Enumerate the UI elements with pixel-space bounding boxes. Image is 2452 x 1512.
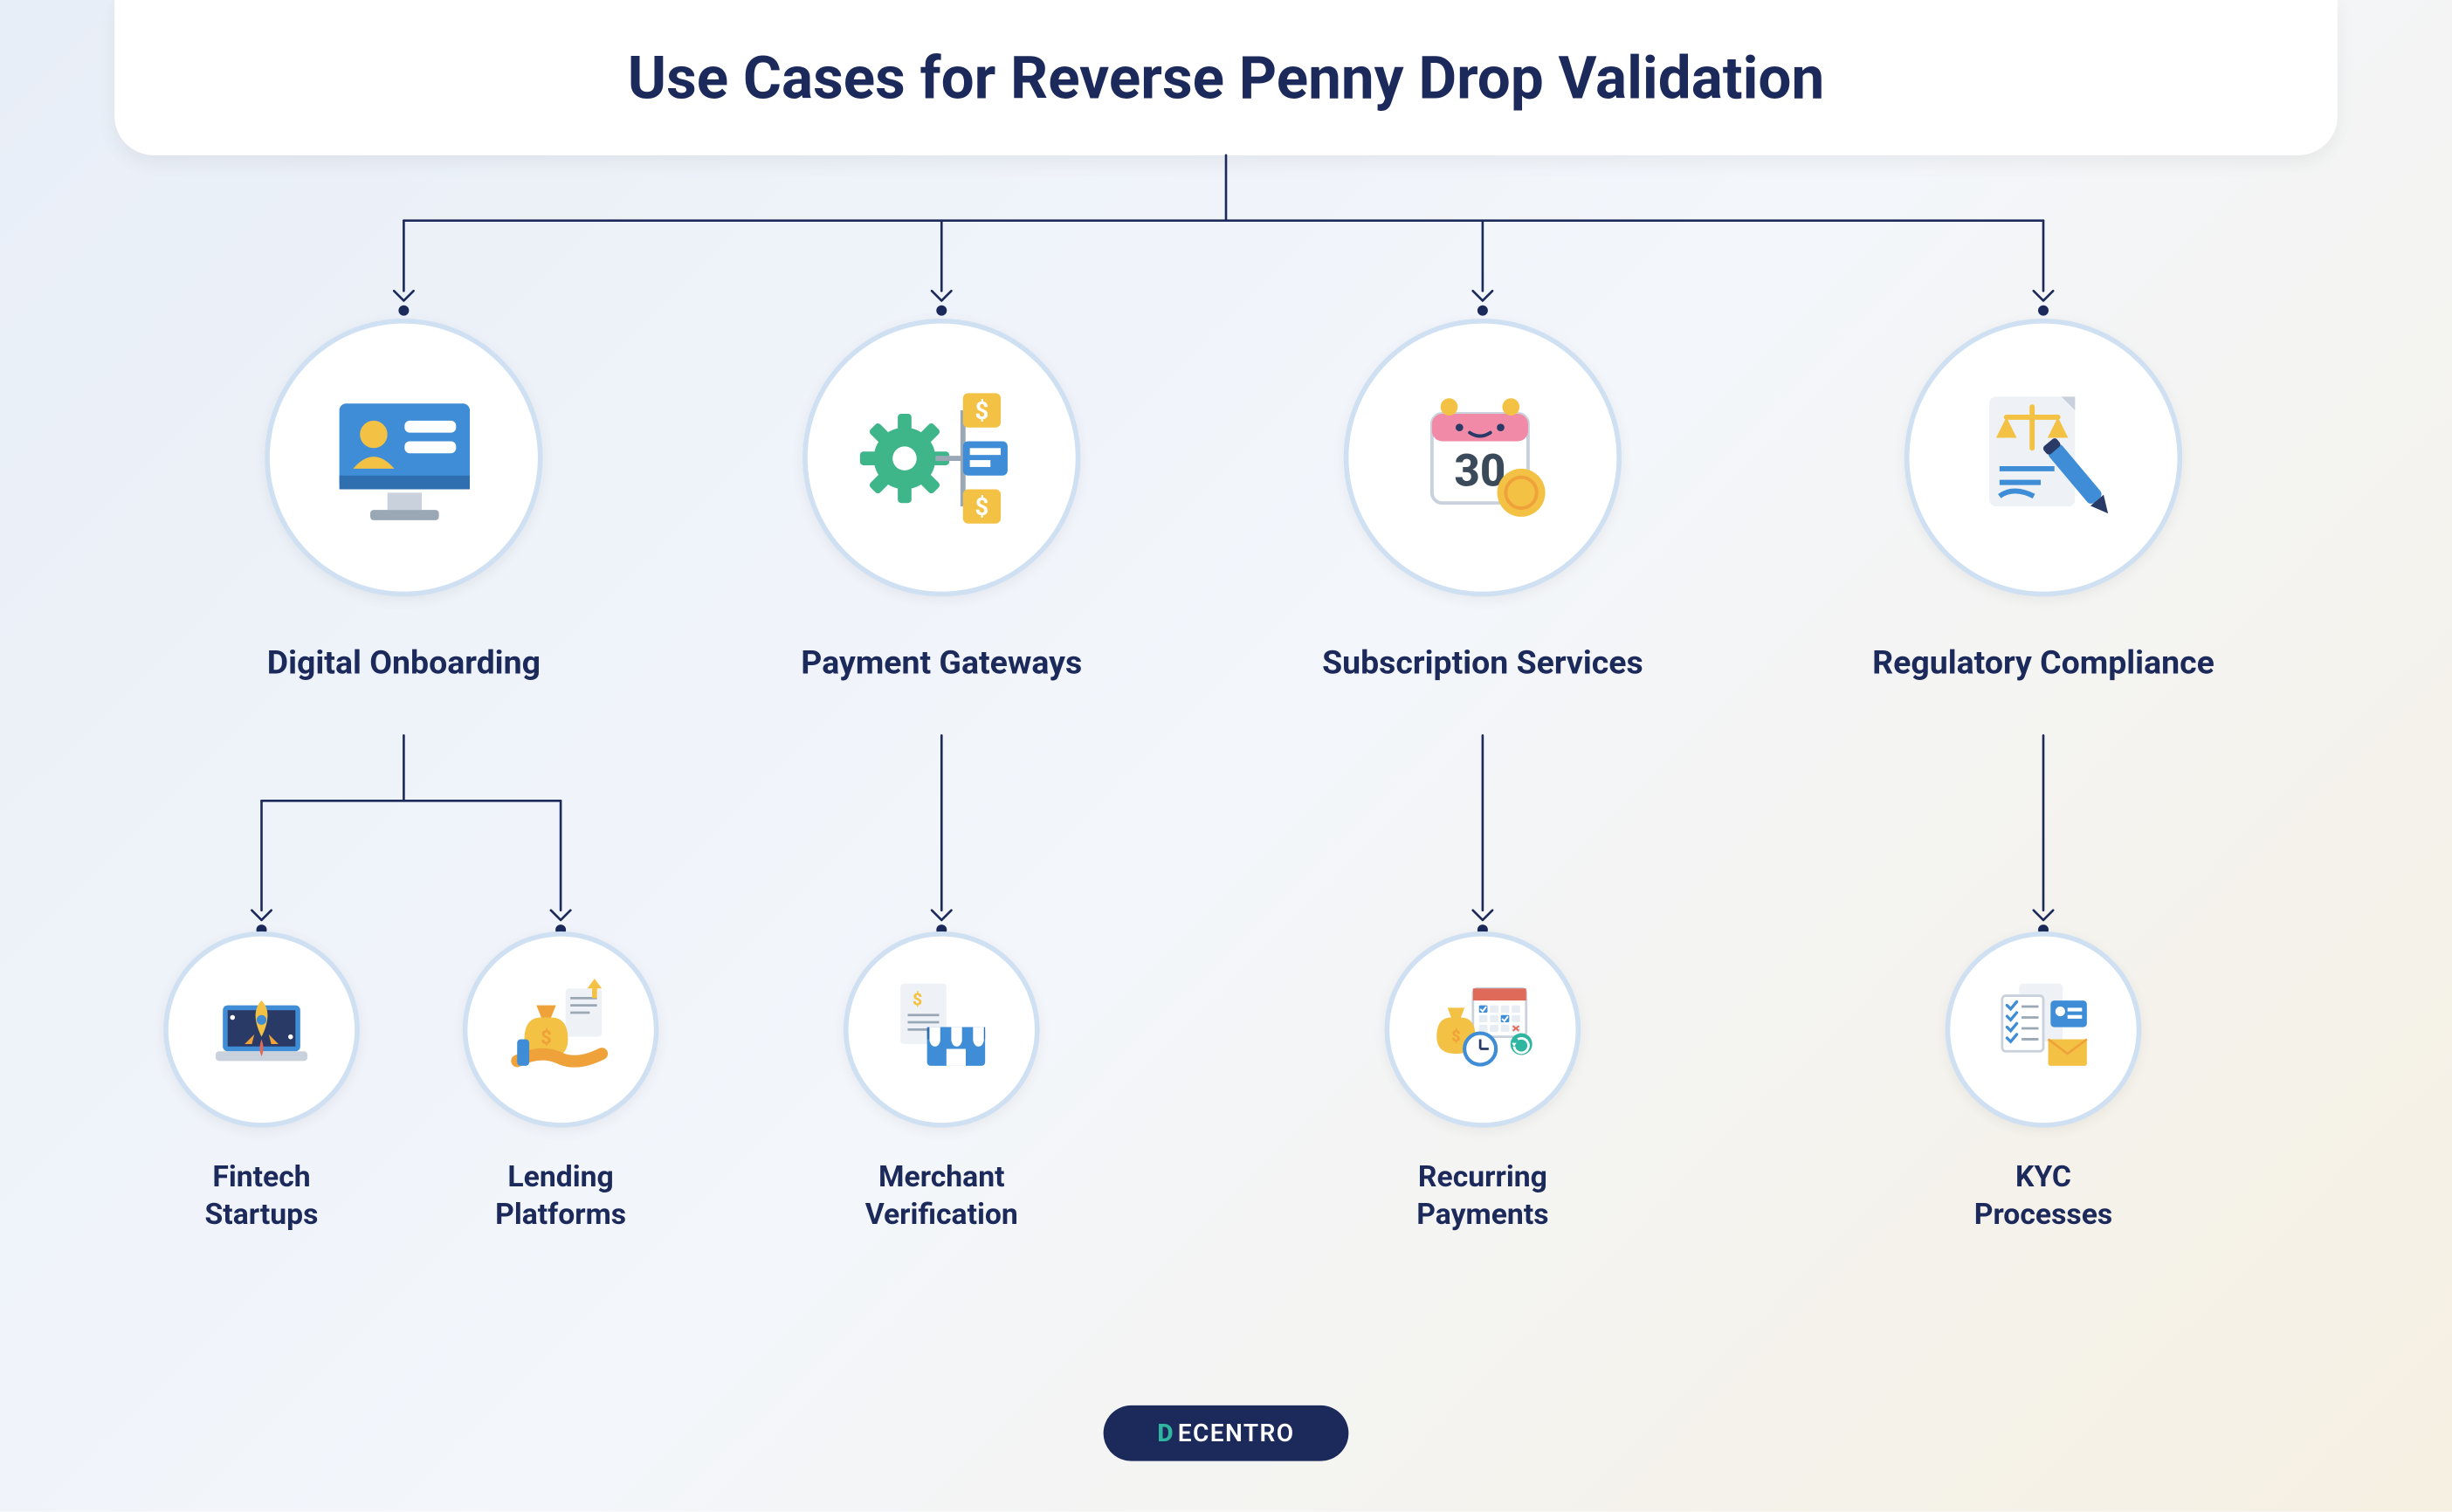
label-recurring-payments: Recurring Payments [1286, 1160, 1678, 1234]
footer-brand-pill: DECENTRO [1104, 1405, 1349, 1461]
node-payment-gateways: $ $ [802, 319, 1080, 596]
hand-moneybag-icon: $ [500, 969, 622, 1090]
svg-text:$: $ [975, 491, 988, 520]
label-kyc-processes: KYC Processes [1847, 1160, 2239, 1234]
svg-text:$: $ [913, 990, 922, 1010]
background-gradient [0, 0, 2452, 1512]
label-digital-onboarding: Digital Onboarding [167, 643, 641, 684]
svg-text:$: $ [975, 395, 988, 424]
node-recurring-payments: $ [1385, 931, 1581, 1128]
checklist-id-mail-icon [1983, 969, 2104, 1090]
svg-text:$: $ [1451, 1027, 1460, 1046]
storefront-doc-icon: $ [881, 969, 1002, 1090]
label-subscription-services: Subscription Services [1245, 643, 1719, 684]
doc-scales-pen-icon [1958, 372, 2130, 544]
svg-text:$: $ [541, 1027, 552, 1049]
brand-accent-letter: D [1157, 1419, 1174, 1448]
node-fintech-startups [163, 931, 360, 1128]
label-merchant-verification: Merchant Verification [746, 1160, 1138, 1234]
calendar-coin-icon: 30 [1397, 372, 1569, 544]
title-box: Use Cases for Reverse Penny Drop Validat… [114, 0, 2338, 155]
laptop-rocket-icon [201, 969, 322, 1090]
node-digital-onboarding [265, 319, 542, 596]
node-lending-platforms: $ [463, 931, 659, 1128]
brand-text: ECENTRO [1178, 1419, 1295, 1448]
node-regulatory-compliance [1904, 319, 2182, 596]
calendar-clock-bag-icon: $ [1422, 969, 1544, 1090]
label-regulatory-compliance: Regulatory Compliance [1807, 643, 2281, 684]
label-lending-platforms: Lending Platforms [364, 1160, 756, 1234]
monitor-profile-icon [318, 372, 490, 544]
node-kyc-processes [1946, 931, 2142, 1128]
label-payment-gateways: Payment Gateways [705, 643, 1179, 684]
node-subscription-services: 30 [1344, 319, 1622, 596]
page-title: Use Cases for Reverse Penny Drop Validat… [628, 44, 1825, 113]
node-merchant-verification: $ [844, 931, 1040, 1128]
gear-money-icon: $ $ [856, 372, 1028, 544]
